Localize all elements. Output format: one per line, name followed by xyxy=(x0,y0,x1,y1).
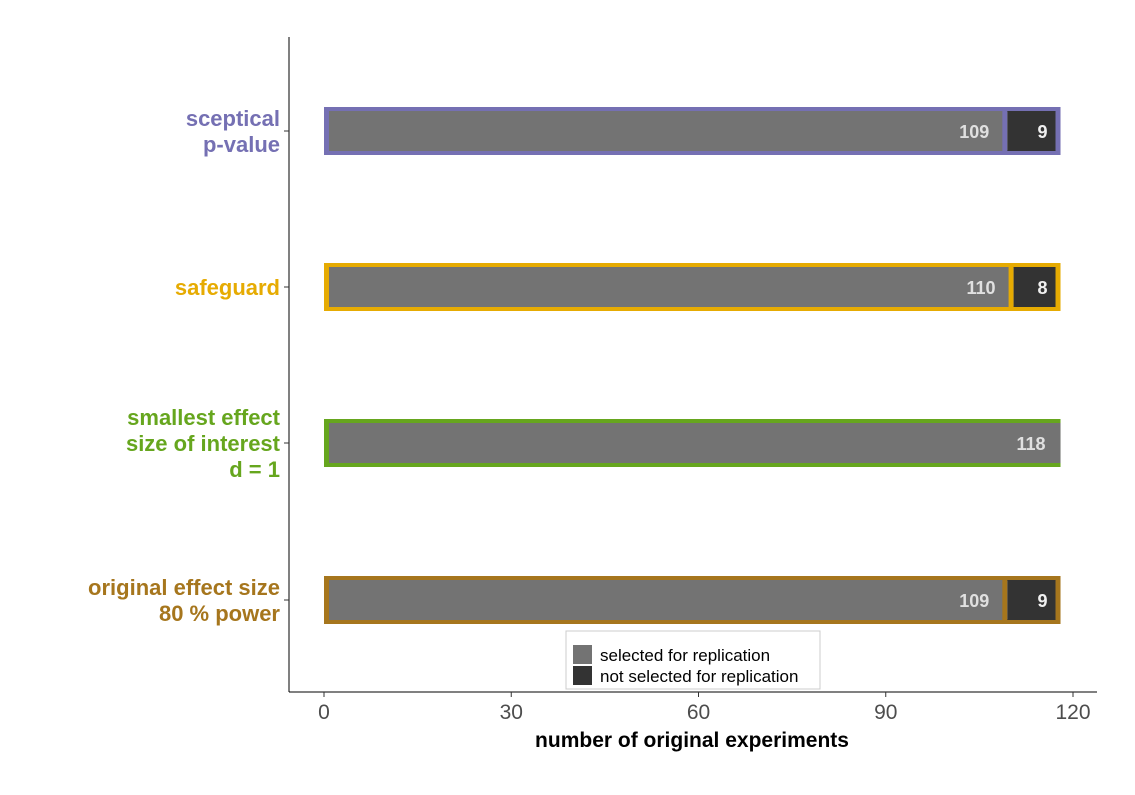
y-category-label: smallest effect xyxy=(127,405,281,430)
y-category-label: sceptical xyxy=(186,106,280,131)
bar-outline xyxy=(324,576,1061,624)
bar-separator xyxy=(1008,265,1014,309)
bar-value-label: 110 xyxy=(967,278,996,298)
legend-key xyxy=(573,666,592,685)
y-category-label: original effect size xyxy=(88,575,280,600)
bar-value-label: 109 xyxy=(959,122,989,142)
bar-value-label: 9 xyxy=(1038,122,1048,142)
x-tick-label: 30 xyxy=(500,701,523,724)
bar-value-label: 118 xyxy=(1016,434,1045,454)
bar-outline xyxy=(324,107,1061,155)
legend-label: not selected for replication xyxy=(600,667,798,686)
y-category-label: d = 1 xyxy=(229,457,280,482)
bar-value-label: 109 xyxy=(959,591,989,611)
bar-value-label: 8 xyxy=(1038,278,1048,298)
bar-selected xyxy=(329,111,1005,151)
x-axis-title: number of original experiments xyxy=(535,729,849,752)
legend-box xyxy=(565,630,821,690)
y-category-label: 80 % power xyxy=(159,601,280,626)
x-tick-label: 0 xyxy=(318,701,330,724)
y-category-label: safeguard xyxy=(175,275,280,300)
y-category-label: size of interest xyxy=(126,431,281,456)
bar-selected xyxy=(329,580,1005,620)
bar-not-selected xyxy=(1007,580,1056,620)
x-tick-label: 60 xyxy=(687,701,710,724)
bar-value-label: 9 xyxy=(1038,591,1048,611)
legend-key xyxy=(573,645,592,664)
bar-selected xyxy=(329,423,1061,463)
bar-not-selected xyxy=(1007,111,1056,151)
x-tick-label: 90 xyxy=(874,701,897,724)
y-category-label: p-value xyxy=(203,132,280,157)
bar-outline xyxy=(324,263,1061,311)
bar-separator xyxy=(1002,109,1008,153)
bar-not-selected xyxy=(1013,267,1056,307)
legend-label: selected for replication xyxy=(600,646,770,665)
x-tick-label: 120 xyxy=(1055,701,1090,724)
bar-separator xyxy=(1002,578,1008,622)
bar-selected xyxy=(329,267,1011,307)
